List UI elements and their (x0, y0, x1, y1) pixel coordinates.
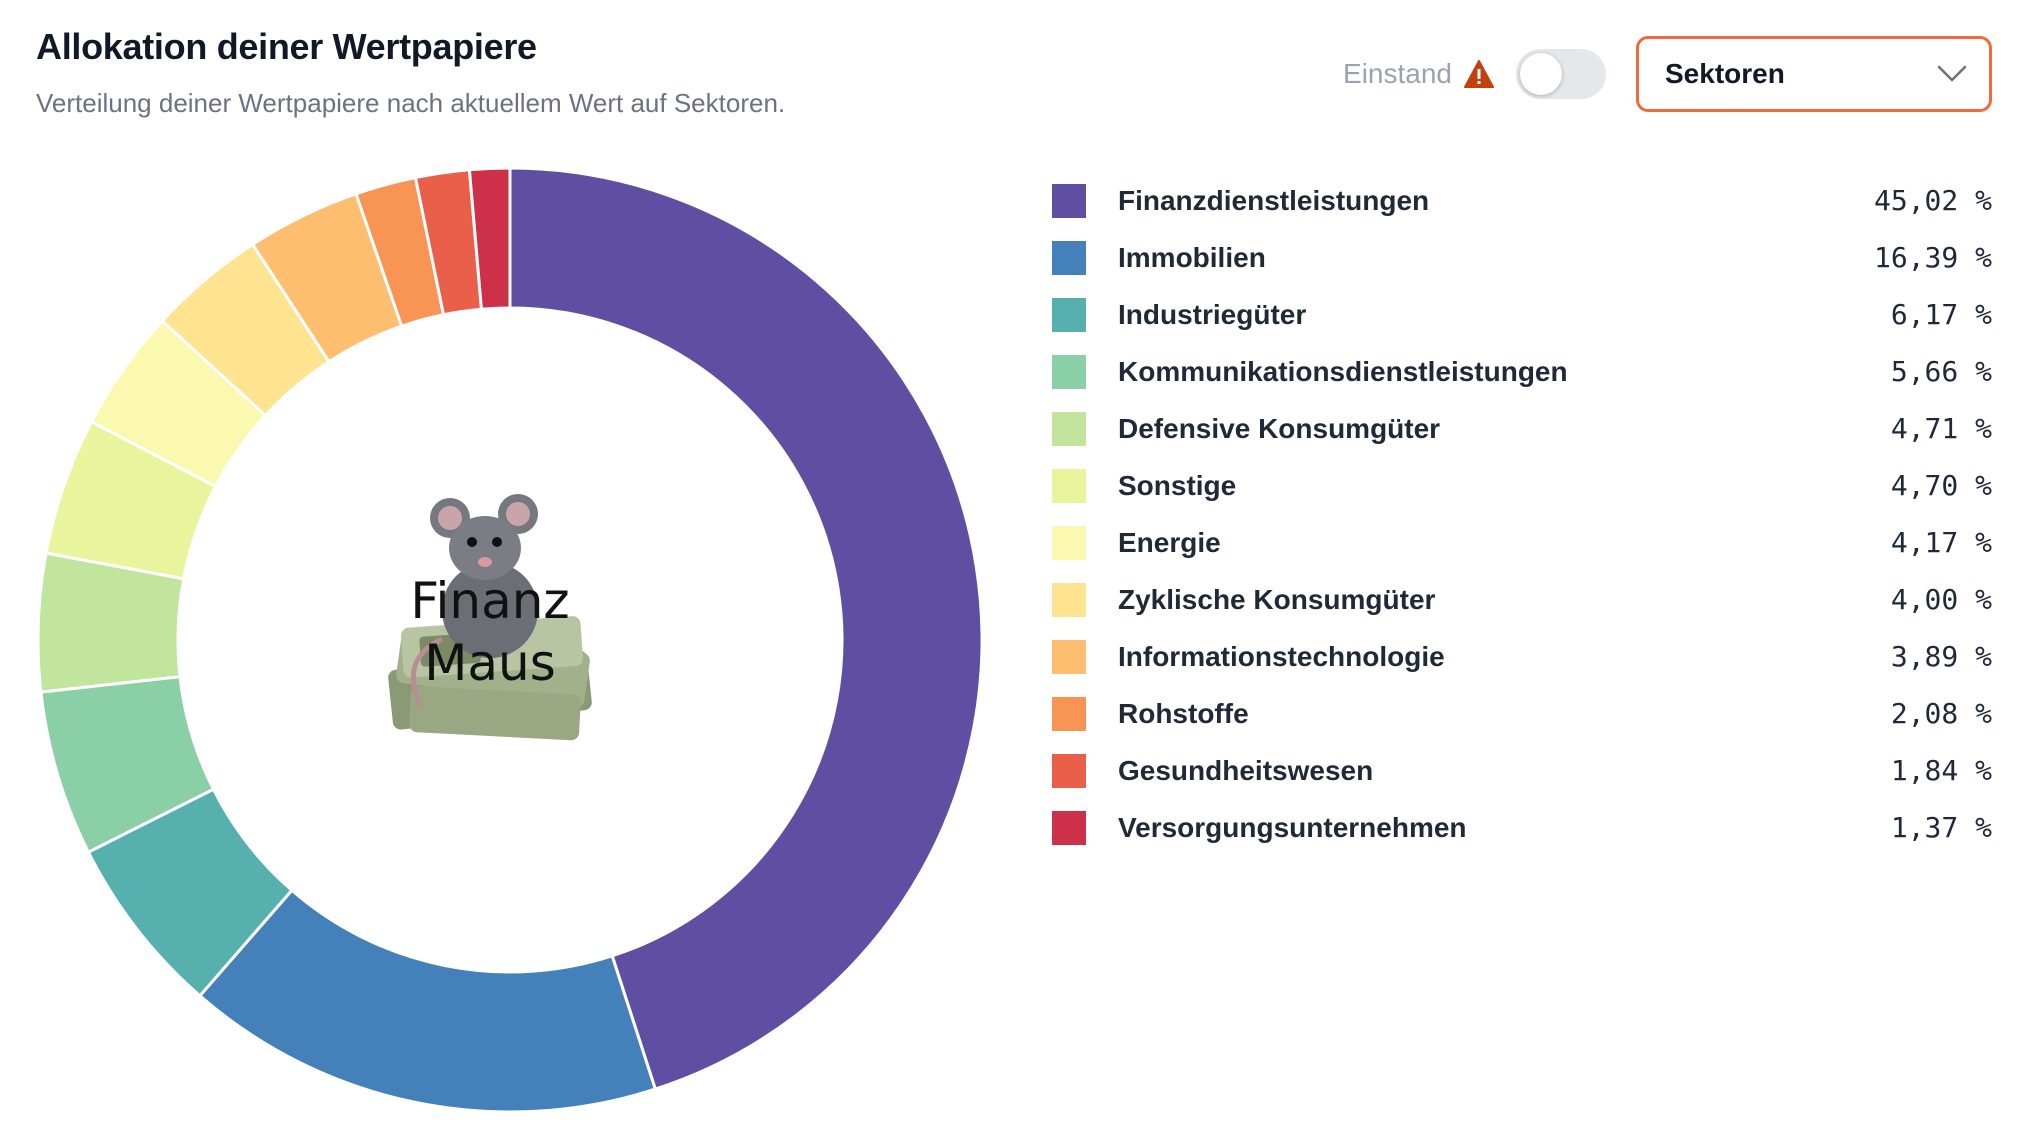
logo-text-line1: Finanz (410, 572, 569, 630)
legend-value: 4,17 % (1890, 526, 1992, 559)
legend-value: 4,71 % (1890, 412, 1992, 445)
legend-item[interactable]: Rohstoffe 2,08 % (1052, 685, 1992, 742)
legend-swatch (1052, 297, 1086, 332)
chart-legend: Finanzdienstleistungen 45,02 % Immobilien 1… (1052, 172, 1992, 856)
legend-label: Energie (1118, 526, 1221, 558)
legend-item[interactable]: Gesundheitswesen 1,84 % (1052, 742, 1992, 799)
einstand-label: Einstand (1343, 58, 1452, 89)
legend-item[interactable]: Zyklische Konsumgüter 4,00 % (1052, 571, 1992, 628)
legend-swatch (1052, 810, 1086, 845)
legend-value: 45,02 % (1873, 184, 1992, 217)
warning-triangle-icon (1464, 60, 1494, 88)
legend-label: Finanzdienstleistungen (1118, 184, 1430, 216)
donut-slice-finanzdienstleistungen[interactable] (508, 166, 984, 1091)
legend-value: 5,66 % (1890, 355, 1992, 388)
legend-label: Versorgungsunternehmen (1118, 811, 1467, 843)
logo-text-line2: Maus (424, 634, 556, 692)
legend-item[interactable]: Defensive Konsumgüter 4,71 % (1052, 400, 1992, 457)
legend-swatch (1052, 582, 1086, 617)
legend-value: 6,17 % (1890, 298, 1992, 331)
controls-bar: Einstand Sektoren (1343, 34, 1992, 114)
chevron-down-icon (1937, 65, 1967, 82)
mouse-figure (410, 494, 538, 708)
legend-item[interactable]: Informationstechnologie 3,89 % (1052, 628, 1992, 685)
legend-item[interactable]: Sonstige 4,70 % (1052, 457, 1992, 514)
legend-value: 4,00 % (1890, 583, 1992, 616)
toggle-knob (1520, 53, 1562, 95)
legend-label: Gesundheitswesen (1118, 754, 1374, 786)
legend-value: 16,39 % (1873, 241, 1992, 274)
donut-slice-versorgungsunternehmen[interactable] (467, 166, 512, 311)
grouping-select[interactable]: Sektoren (1636, 36, 1992, 112)
legend-value: 1,84 % (1890, 754, 1992, 787)
legend-label: Kommunikationsdienstleistungen (1118, 355, 1568, 387)
legend-label: Sonstige (1118, 469, 1237, 501)
legend-swatch (1052, 240, 1086, 275)
donut-slice-immobilien[interactable] (197, 888, 658, 1114)
legend-swatch (1052, 639, 1086, 674)
page-title: Allokation deiner Wertpapiere (36, 26, 537, 67)
legend-item[interactable]: Versorgungsunternehmen 1,37 % (1052, 799, 1992, 856)
legend-item[interactable]: Industriegüter 6,17 % (1052, 286, 1992, 343)
legend-value: 3,89 % (1890, 640, 1992, 673)
legend-swatch (1052, 183, 1086, 218)
einstand-toggle[interactable] (1516, 49, 1606, 99)
finanzmaus-logo: Finanz Maus (388, 494, 592, 741)
legend-value: 2,08 % (1890, 697, 1992, 730)
donut-chart-svg (36, 166, 984, 1114)
page-subtitle: Verteilung deiner Wertpapiere nach aktue… (36, 88, 786, 118)
grouping-select-value: Sektoren (1665, 58, 1785, 89)
legend-swatch (1052, 696, 1086, 731)
legend-label: Rohstoffe (1118, 697, 1249, 729)
legend-item[interactable]: Finanzdienstleistungen 45,02 % (1052, 172, 1992, 229)
legend-label: Defensive Konsumgüter (1118, 412, 1441, 444)
donut-chart (30, 160, 990, 1120)
legend-item[interactable]: Energie 4,17 % (1052, 514, 1992, 571)
legend-swatch (1052, 468, 1086, 503)
legend-swatch (1052, 354, 1086, 389)
legend-label: Informationstechnologie (1118, 640, 1445, 672)
money-stack (388, 616, 592, 741)
legend-value: 4,70 % (1890, 469, 1992, 502)
legend-item[interactable]: Kommunikationsdienstleistungen 5,66 % (1052, 343, 1992, 400)
legend-swatch (1052, 411, 1086, 446)
legend-swatch (1052, 525, 1086, 560)
legend-label: Zyklische Konsumgüter (1118, 583, 1436, 615)
legend-item[interactable]: Immobilien 16,39 % (1052, 229, 1992, 286)
legend-value: 1,37 % (1890, 811, 1992, 844)
legend-swatch (1052, 753, 1086, 788)
legend-label: Immobilien (1118, 241, 1266, 273)
legend-label: Industriegüter (1118, 298, 1307, 330)
